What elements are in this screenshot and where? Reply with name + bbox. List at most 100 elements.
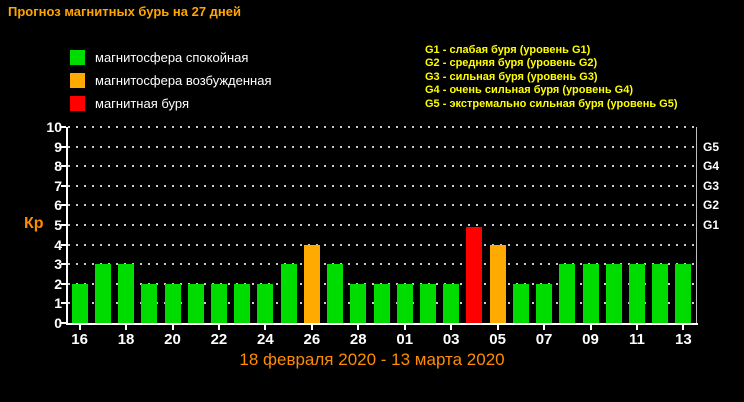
legend-swatch-storm: [70, 96, 85, 111]
kp-bar-day-06: [512, 283, 529, 323]
gridline-kp-10: [68, 126, 695, 128]
legend-swatch-active: [70, 73, 85, 88]
kp-bar-day-09: [582, 264, 599, 323]
y-tick-10: [61, 126, 66, 128]
y-tick-label-8: 8: [54, 158, 62, 175]
kp-bar-day-07: [536, 283, 553, 323]
gridline-kp-7: [68, 184, 695, 187]
kp-bar-day-10: [605, 264, 622, 323]
kp-bar-day-24: [257, 283, 274, 323]
storm-level-line-g5: G5 - экстремально сильная буря (уровень …: [425, 97, 678, 110]
x-tick-28: [357, 325, 360, 330]
y-tick-label-10: 10: [46, 119, 62, 135]
x-tick-label-01: 01: [396, 331, 414, 348]
kp-bar-day-16: [71, 283, 88, 323]
x-tick-label-28: 28: [349, 331, 367, 348]
y-tick-1: [61, 302, 66, 305]
kp-bar-day-03: [443, 283, 460, 323]
storm-level-line-g1: G1 - слабая буря (уровень G1): [425, 44, 591, 56]
date-range: 18 февраля 2020 - 13 марта 2020: [239, 350, 505, 369]
y-tick-label-0: 0: [54, 315, 62, 331]
right-axis-line: [696, 127, 697, 323]
kp-bar-day-20: [164, 283, 181, 323]
kp-bar-day-29: [373, 283, 390, 323]
kp-bar-day-13: [675, 264, 692, 323]
kp-bar-day-01: [396, 283, 413, 323]
x-tick-26: [310, 325, 313, 330]
y-tick-8: [61, 165, 66, 168]
y-tick-4: [61, 243, 66, 246]
y-tick-label-5: 5: [54, 217, 62, 233]
x-tick-07: [543, 325, 546, 330]
kp-bar-day-18: [118, 264, 135, 323]
y-tick-7: [61, 184, 66, 187]
x-tick-label-07: 07: [535, 331, 553, 348]
x-tick-16: [78, 325, 81, 330]
x-tick-label-13: 13: [675, 331, 692, 348]
storm-levels-legend: G1 - слабая буря (уровень G1) G2 - средня…: [425, 44, 678, 111]
x-axis-line: [66, 323, 698, 325]
x-tick-label-16: 16: [71, 331, 88, 348]
x-tick-label-18: 18: [117, 331, 135, 348]
y-axis-line: [66, 127, 68, 325]
x-tick-01: [403, 325, 406, 330]
x-tick-24: [264, 325, 267, 330]
gridline-kp-4: [68, 243, 695, 246]
gridline-kp-8: [68, 165, 695, 168]
right-axis-label-g3: G3: [703, 178, 720, 193]
x-tick-22: [217, 325, 220, 330]
legend-item-active: магнитосфера возбужденная: [70, 69, 272, 92]
kp-bar-day-04: [466, 226, 483, 323]
x-tick-label-09: 09: [582, 331, 599, 348]
legend-swatch-quiet: [70, 50, 85, 65]
x-tick-18: [125, 325, 128, 330]
right-axis-label-g5: G5: [703, 139, 720, 154]
x-tick-label-11: 11: [629, 331, 645, 348]
kp-bar-day-02: [419, 283, 436, 323]
x-tick-label-24: 24: [257, 331, 274, 348]
legend: магнитосфера спокойная магнитосфера возбу…: [70, 46, 272, 115]
kp-bar-day-25: [280, 264, 297, 323]
y-axis-title: Кр: [24, 215, 44, 232]
legend-label-active: магнитосфера возбужденная: [95, 73, 272, 88]
x-tick-label-03: 03: [442, 331, 460, 348]
y-tick-label-4: 4: [54, 236, 62, 253]
kp-bar-day-21: [187, 283, 204, 323]
gridline-kp-6: [68, 204, 695, 207]
legend-item-quiet: магнитосфера спокойная: [70, 46, 272, 69]
x-tick-05: [496, 325, 499, 330]
x-tick-09: [589, 325, 592, 330]
gridline-kp-9: [68, 145, 695, 148]
kp-bar-day-27: [327, 264, 344, 323]
y-tick-6: [61, 204, 66, 207]
kp-bar-day-23: [234, 283, 251, 323]
kp-bar-day-22: [210, 283, 227, 323]
storm-level-line-g2: G2 - средняя буря (уровень G2): [425, 57, 598, 70]
x-tick-13: [682, 325, 685, 330]
kp-bar-day-05: [489, 244, 506, 323]
x-tick-20: [171, 325, 174, 330]
kp-bar-day-08: [559, 264, 576, 323]
storm-level-line-g3: G3 - сильная буря (уровень G3): [425, 70, 598, 83]
y-tick-label-9: 9: [54, 138, 62, 155]
legend-label-quiet: магнитосфера спокойная: [95, 50, 249, 65]
x-tick-label-22: 22: [210, 331, 228, 348]
kp-bar-day-26: [303, 244, 320, 323]
y-tick-label-3: 3: [54, 256, 62, 273]
x-tick-label-05: 05: [489, 331, 506, 348]
x-tick-11: [635, 325, 638, 330]
y-tick-label-6: 6: [54, 197, 62, 214]
y-tick-5: [61, 224, 66, 226]
x-tick-label-26: 26: [303, 331, 321, 348]
x-tick-label-20: 20: [164, 331, 181, 348]
gridline-kp-5: [68, 224, 695, 226]
storm-level-line-g4: G4 - очень сильная буря (уровень G4): [425, 84, 634, 97]
x-tick-03: [450, 325, 453, 330]
y-tick-0: [61, 322, 66, 324]
legend-item-storm: магнитная буря: [70, 92, 272, 115]
y-tick-9: [61, 145, 66, 148]
y-tick-label-7: 7: [54, 177, 62, 194]
y-tick-2: [61, 282, 66, 285]
kp-bar-day-19: [141, 283, 158, 323]
